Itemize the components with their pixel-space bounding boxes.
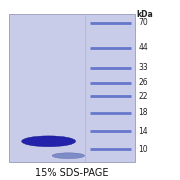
FancyBboxPatch shape <box>9 14 135 162</box>
Text: 33: 33 <box>139 63 148 72</box>
Text: 26: 26 <box>139 78 148 87</box>
Text: 15% SDS-PAGE: 15% SDS-PAGE <box>35 168 109 178</box>
Text: 70: 70 <box>139 18 148 27</box>
Ellipse shape <box>52 153 85 159</box>
Text: 22: 22 <box>139 92 148 101</box>
Ellipse shape <box>22 136 76 147</box>
Text: 14: 14 <box>139 127 148 136</box>
Text: 10: 10 <box>139 145 148 154</box>
Text: kDa: kDa <box>136 10 153 19</box>
Text: 18: 18 <box>139 108 148 117</box>
Text: 44: 44 <box>139 43 148 52</box>
